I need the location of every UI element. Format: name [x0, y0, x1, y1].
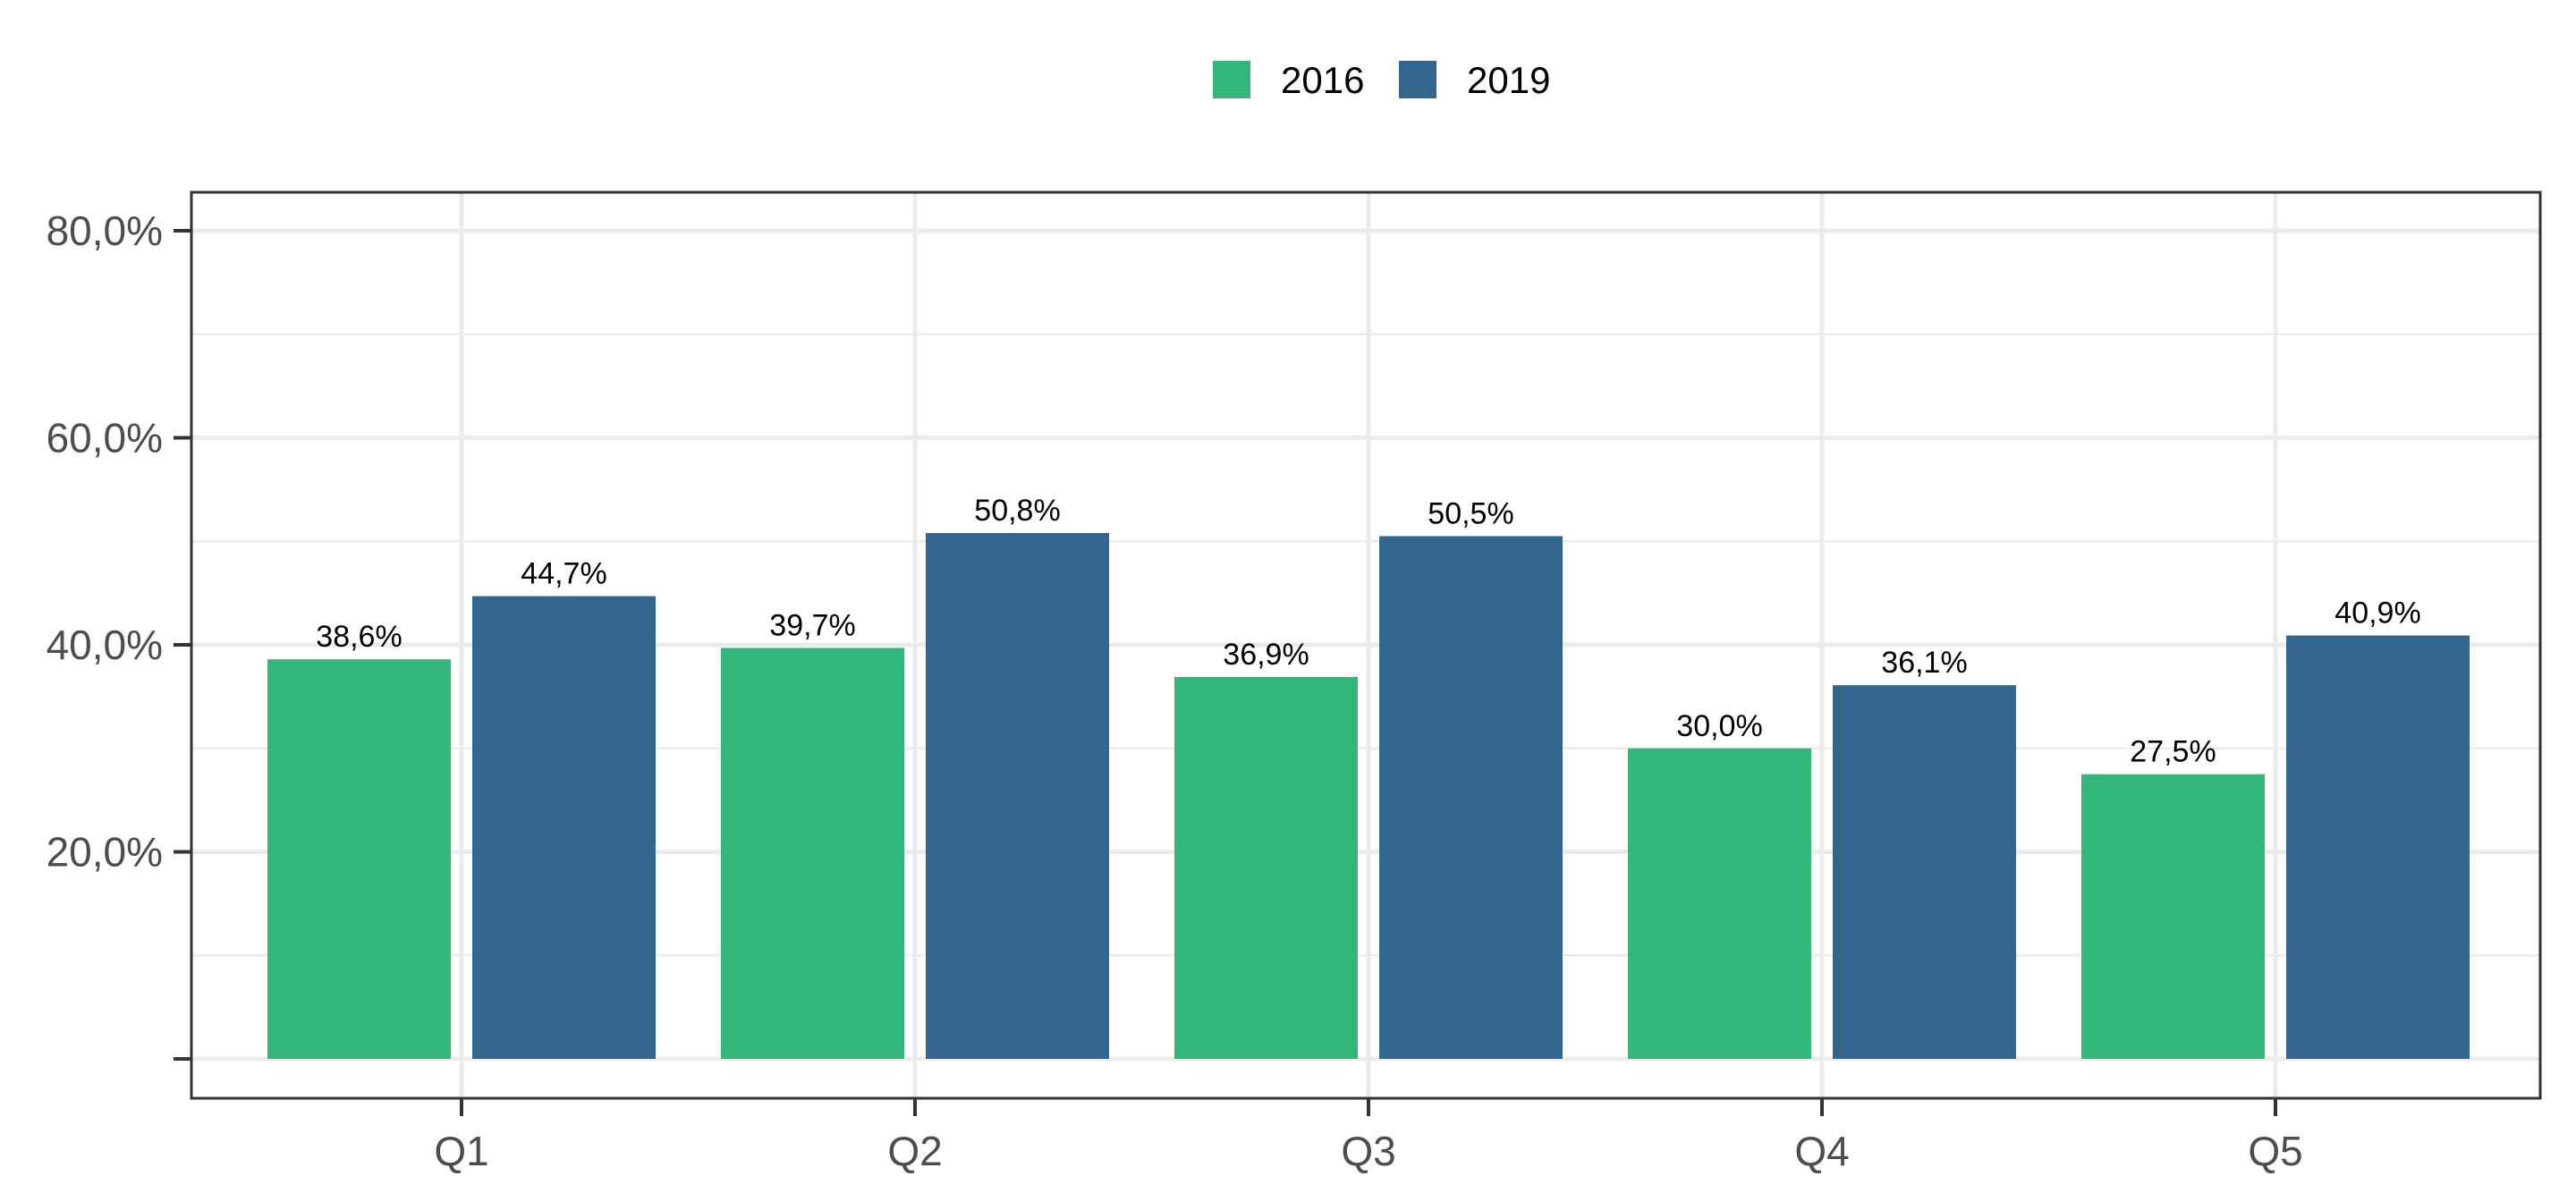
x-tick-label-Q1: Q1 — [434, 1128, 488, 1174]
bar-2019-Q2 — [926, 532, 1109, 1059]
y-tick-label: 20,0% — [47, 829, 163, 876]
data-labels: 38,6% 44,7% 39,7% 50,8% 36,9% 50,5% 30,0% 36,1%… — [316, 494, 2420, 769]
data-label-2016-Q3: 36,9% — [1223, 638, 1309, 672]
bar-2016-Q1 — [267, 659, 451, 1059]
legend: 2016 2019 — [1213, 59, 1550, 101]
bar-2016-Q3 — [1174, 676, 1358, 1059]
x-tick-label-Q2: Q2 — [887, 1128, 942, 1174]
data-label-2019-Q4: 36,1% — [1881, 646, 1967, 680]
data-label-2019-Q5: 40,9% — [2334, 597, 2420, 631]
data-label-2016-Q5: 27,5% — [2130, 735, 2216, 769]
data-label-2016-Q4: 30,0% — [1676, 709, 1762, 743]
legend-label-2019: 2019 — [1467, 59, 1550, 101]
data-label-2016-Q1: 38,6% — [316, 620, 402, 654]
y-axis: 20,0% 40,0% 60,0% 80,0% — [47, 207, 191, 1061]
x-tick-label-Q3: Q3 — [1341, 1128, 1395, 1174]
bar-2016-Q4 — [1628, 748, 1811, 1059]
x-tick-label-Q4: Q4 — [1794, 1128, 1849, 1174]
y-tick-label: 80,0% — [47, 207, 163, 254]
bars — [267, 532, 2470, 1059]
bar-2019-Q1 — [472, 596, 656, 1059]
data-label-2019-Q2: 50,8% — [974, 494, 1060, 528]
data-label-2016-Q2: 39,7% — [769, 608, 855, 642]
y-tick-label: 60,0% — [47, 415, 163, 461]
legend-swatch-2019 — [1399, 61, 1436, 98]
bar-2019-Q4 — [1833, 685, 2016, 1059]
data-label-2019-Q1: 44,7% — [521, 557, 606, 591]
bar-2019-Q5 — [2286, 635, 2470, 1059]
x-axis: Q1 Q2 Q3 Q4 Q5 — [434, 1098, 2303, 1174]
y-tick-label: 40,0% — [47, 622, 163, 668]
x-tick-label-Q5: Q5 — [2248, 1128, 2302, 1174]
legend-swatch-2016 — [1213, 61, 1250, 98]
bar-2016-Q2 — [721, 648, 904, 1059]
bar-2016-Q5 — [2081, 774, 2265, 1059]
bar-2019-Q3 — [1379, 536, 1563, 1059]
data-label-2019-Q3: 50,5% — [1428, 496, 1513, 530]
legend-label-2016: 2016 — [1281, 59, 1364, 101]
